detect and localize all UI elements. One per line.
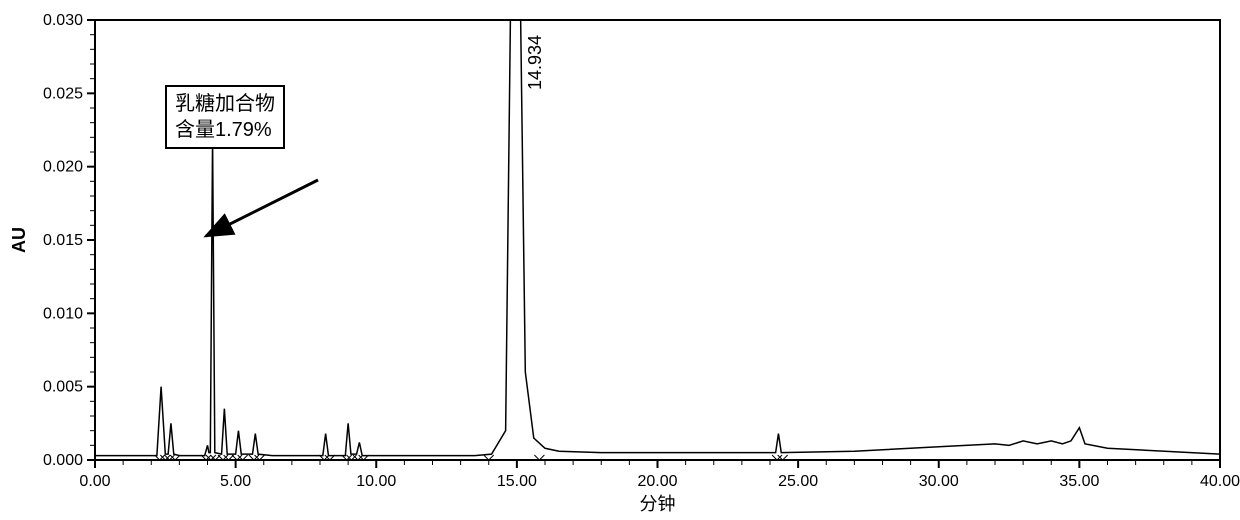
callout-line-1: 乳糖加合物: [175, 91, 275, 117]
svg-text:0.010: 0.010: [43, 305, 83, 322]
svg-text:0.025: 0.025: [43, 85, 83, 102]
svg-text:分钟: 分钟: [640, 494, 676, 514]
svg-text:30.00: 30.00: [919, 473, 959, 490]
svg-text:0.030: 0.030: [43, 12, 83, 29]
svg-text:25.00: 25.00: [778, 473, 818, 490]
svg-text:0.005: 0.005: [43, 379, 83, 396]
callout-box: 乳糖加合物 含量1.79%: [165, 85, 285, 149]
chromatogram-chart: 0.00 5.00 10.00 15.00 20.00 25.00 30.00 35.00 40…: [0, 0, 1240, 520]
svg-text:20.00: 20.00: [637, 473, 677, 490]
chart-svg: 0.00 5.00 10.00 15.00 20.00 25.00 30.00 35.00 40…: [0, 0, 1240, 520]
svg-text:0.015: 0.015: [43, 232, 83, 249]
callout-line-2: 含量1.79%: [175, 117, 275, 143]
svg-text:5.00: 5.00: [220, 473, 251, 490]
svg-text:35.00: 35.00: [1059, 473, 1099, 490]
svg-text:40.00: 40.00: [1200, 473, 1240, 490]
svg-text:0.000: 0.000: [43, 452, 83, 469]
svg-text:0.00: 0.00: [79, 473, 110, 490]
svg-text:0.020: 0.020: [43, 159, 83, 176]
svg-text:10.00: 10.00: [356, 473, 396, 490]
svg-text:15.00: 15.00: [497, 473, 537, 490]
svg-text:AU: AU: [9, 227, 29, 253]
peak-label: 14.934: [525, 35, 546, 90]
